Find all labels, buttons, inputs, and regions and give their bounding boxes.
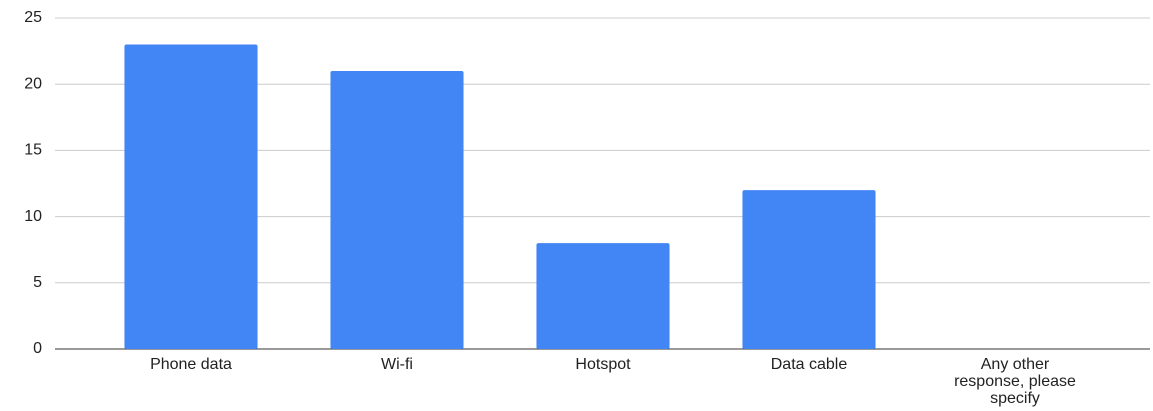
y-tick-label: 0: [33, 340, 42, 357]
x-tick-label: Any other response, please specify: [954, 356, 1076, 407]
bar: [124, 44, 258, 349]
bar: [330, 70, 464, 350]
x-tick-label: Data cable: [770, 356, 848, 373]
x-tick-label: Phone data: [150, 356, 232, 373]
y-tick-label: 25: [24, 9, 42, 26]
y-tick-label: 10: [24, 208, 42, 225]
x-tick-label: Hotspot: [575, 356, 631, 373]
y-tick-label: 15: [24, 142, 42, 159]
y-tick-label: 5: [33, 274, 42, 291]
y-tick-label: 20: [24, 75, 42, 92]
bar: [742, 190, 876, 349]
x-tick-label: Wi-fi: [381, 356, 413, 373]
bar: [536, 243, 670, 349]
